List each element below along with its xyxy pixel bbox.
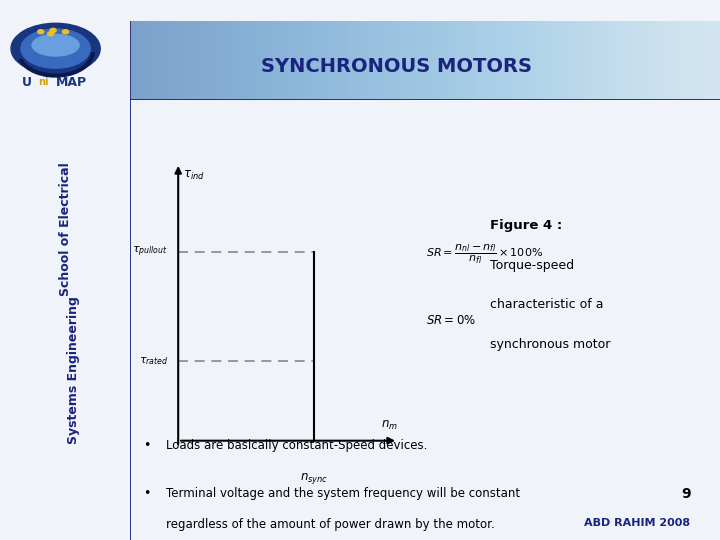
Ellipse shape — [50, 28, 56, 32]
Text: •: • — [143, 439, 150, 452]
Text: Terminal voltage and the system frequency will be constant: Terminal voltage and the system frequenc… — [166, 487, 521, 500]
Text: Loads are basically constant-Speed devices.: Loads are basically constant-Speed devic… — [166, 439, 428, 452]
Text: $n_m$: $n_m$ — [381, 418, 398, 431]
Ellipse shape — [21, 29, 90, 68]
Text: MAP: MAP — [55, 76, 86, 89]
Text: Figure 4 :: Figure 4 : — [490, 219, 562, 232]
Ellipse shape — [48, 32, 54, 36]
Text: synchronous motor: synchronous motor — [490, 338, 611, 351]
Text: SYNCHRONOUS MOTORS: SYNCHRONOUS MOTORS — [261, 57, 531, 76]
Text: $SR = 0\%$: $SR = 0\%$ — [426, 314, 475, 327]
Text: ABD RAHIM 2008: ABD RAHIM 2008 — [585, 518, 690, 528]
Ellipse shape — [11, 23, 100, 74]
Text: characteristic of a: characteristic of a — [490, 298, 604, 311]
Text: U: U — [22, 76, 32, 89]
Ellipse shape — [37, 30, 44, 33]
Text: $\tau_{rated}$: $\tau_{rated}$ — [138, 355, 168, 367]
Text: $\tau_{pullout}$: $\tau_{pullout}$ — [132, 244, 168, 259]
Text: Torque-speed: Torque-speed — [490, 259, 575, 272]
Text: $n_{sync}$: $n_{sync}$ — [300, 471, 328, 486]
Ellipse shape — [32, 35, 79, 56]
Text: Systems Engineering: Systems Engineering — [52, 296, 79, 444]
Ellipse shape — [63, 30, 68, 33]
Text: 9: 9 — [681, 487, 690, 501]
Text: ni: ni — [38, 77, 49, 87]
Text: regardless of the amount of power drawn by the motor.: regardless of the amount of power drawn … — [166, 518, 495, 531]
Text: •: • — [143, 487, 150, 500]
Text: $\tau_{ind}$: $\tau_{ind}$ — [184, 169, 205, 183]
Text: $SR = \dfrac{n_{nl} - n_{fl}}{n_{fl}} \times 100\%$: $SR = \dfrac{n_{nl} - n_{fl}}{n_{fl}} \t… — [426, 243, 543, 266]
Text: School of Electrical: School of Electrical — [59, 162, 72, 296]
